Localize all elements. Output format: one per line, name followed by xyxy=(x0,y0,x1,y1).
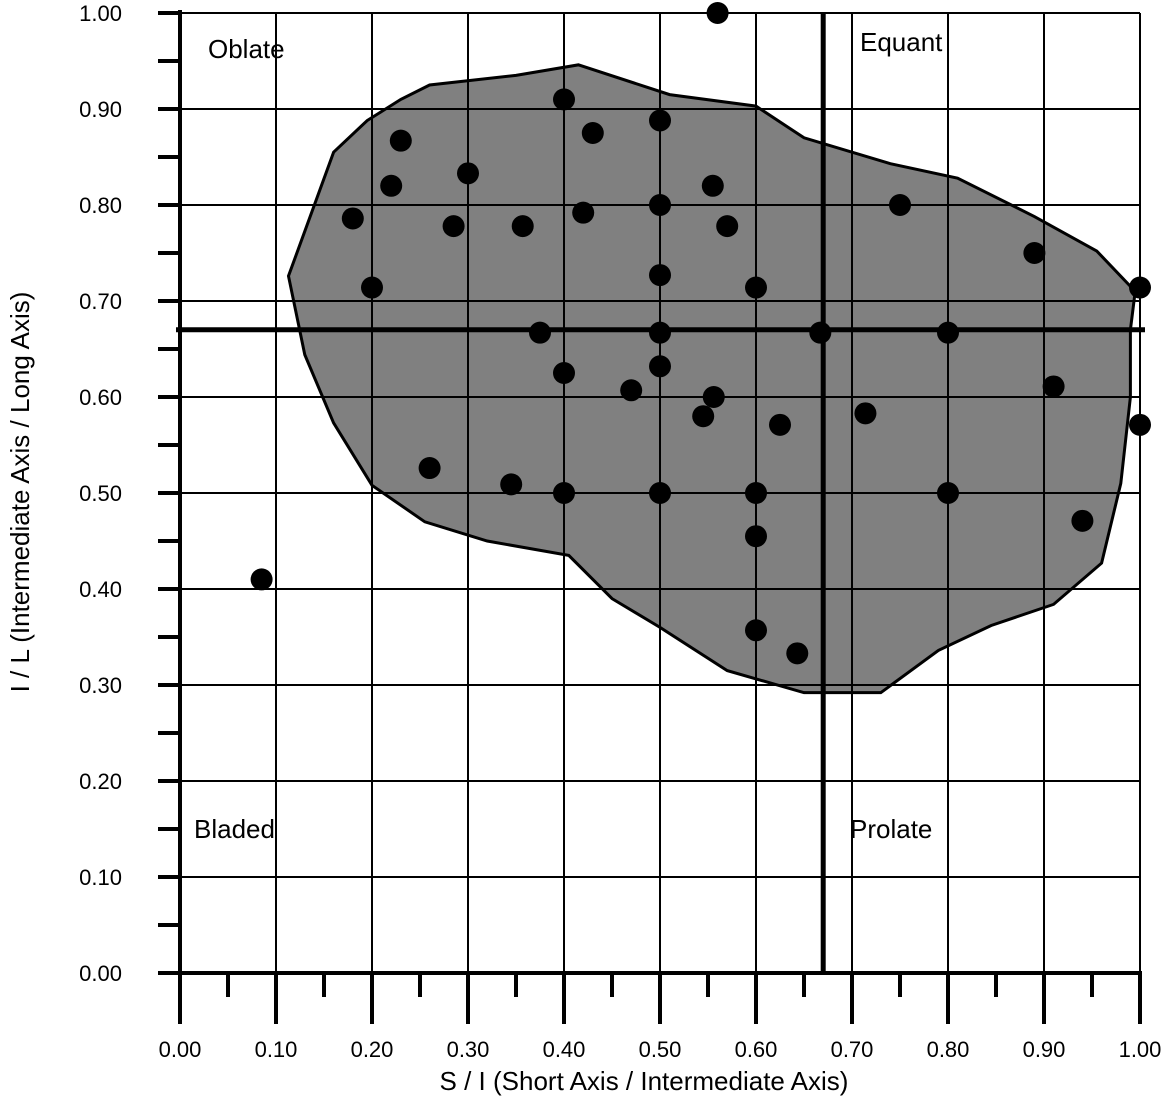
data-point xyxy=(692,405,715,428)
data-point xyxy=(649,109,671,132)
data-point xyxy=(553,482,575,504)
x-axis-title: S / I (Short Axis / Intermediate Axis) xyxy=(440,1066,849,1096)
x-tick-label: 0.20 xyxy=(351,1037,394,1062)
data-point xyxy=(702,386,725,408)
y-tick-labels: 0.00 0.10 0.20 0.30 0.40 0.50 0.60 0.70 0.80 0.90… xyxy=(79,1,122,986)
data-point xyxy=(418,457,441,480)
data-point xyxy=(341,207,364,230)
data-point xyxy=(809,321,832,344)
x-tick-label: 0.40 xyxy=(543,1037,586,1062)
x-tick-label: 0.80 xyxy=(927,1037,970,1062)
quadrant-label-equant: Equant xyxy=(860,27,943,57)
data-point xyxy=(457,162,479,185)
data-point xyxy=(745,525,767,548)
y-tick-label: 0.90 xyxy=(79,97,122,122)
data-point xyxy=(769,413,791,436)
data-point xyxy=(1129,413,1151,436)
quadrant-label-bladed: Bladed xyxy=(194,814,275,844)
y-tick-label: 0.60 xyxy=(79,385,122,410)
data-point xyxy=(937,482,959,504)
x-tick-label: 0.70 xyxy=(831,1037,874,1062)
y-tick-label: 0.30 xyxy=(79,673,122,698)
data-point xyxy=(553,362,575,384)
axes xyxy=(158,10,1142,1024)
data-point xyxy=(937,321,959,344)
data-point xyxy=(250,568,273,591)
x-tick-label: 0.60 xyxy=(735,1037,778,1062)
data-envelope xyxy=(286,63,1137,695)
data-point xyxy=(1042,375,1065,398)
data-point xyxy=(1071,509,1094,532)
data-point xyxy=(649,264,671,287)
data-point xyxy=(854,402,877,425)
data-point xyxy=(380,174,403,197)
y-tick-label: 0.50 xyxy=(79,481,122,506)
data-points xyxy=(250,2,1151,665)
y-tick-label: 1.00 xyxy=(79,1,122,26)
data-point xyxy=(889,194,911,216)
y-tick-label: 0.70 xyxy=(79,289,122,314)
data-point xyxy=(745,482,767,504)
y-tick-label: 0.10 xyxy=(79,865,122,890)
data-point xyxy=(581,122,604,144)
data-point xyxy=(706,2,729,24)
data-point xyxy=(716,215,739,238)
data-point xyxy=(361,276,383,299)
x-tick-label: 0.10 xyxy=(255,1037,298,1062)
data-point xyxy=(389,129,412,152)
data-point xyxy=(442,215,465,238)
data-point xyxy=(500,473,523,496)
data-point xyxy=(649,321,671,344)
data-point xyxy=(529,321,551,344)
x-tick-label: 1.00 xyxy=(1119,1037,1162,1062)
x-tick-label: 0.00 xyxy=(159,1037,202,1062)
y-axis-title: I / L (Intermediate Axis / Long Axis) xyxy=(5,292,35,693)
y-tick-label: 0.20 xyxy=(79,769,122,794)
data-point xyxy=(1023,242,1046,264)
data-point xyxy=(786,642,809,665)
quadrant-label-oblate: Oblate xyxy=(208,34,285,64)
data-point xyxy=(511,215,534,238)
data-point xyxy=(553,88,575,111)
y-tick-label: 0.80 xyxy=(79,193,122,218)
quadrant-label-prolate: Prolate xyxy=(850,814,932,844)
data-point xyxy=(745,619,767,642)
data-point xyxy=(701,174,724,197)
data-point xyxy=(649,194,671,216)
y-tick-label: 0.40 xyxy=(79,577,122,602)
data-point xyxy=(745,276,767,299)
x-tick-label: 0.30 xyxy=(447,1037,490,1062)
data-point xyxy=(620,379,643,402)
x-tick-labels: 0.00 0.10 0.20 0.30 0.40 0.50 0.60 0.70 0.80 0.90… xyxy=(159,1037,1162,1062)
data-point xyxy=(1129,276,1151,299)
y-tick-label: 0.00 xyxy=(79,961,122,986)
data-point xyxy=(572,201,595,224)
data-point xyxy=(649,355,671,378)
data-point xyxy=(649,482,671,504)
x-tick-label: 0.50 xyxy=(639,1037,682,1062)
x-tick-label: 0.90 xyxy=(1023,1037,1066,1062)
